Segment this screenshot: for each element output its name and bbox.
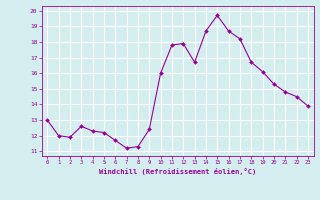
X-axis label: Windchill (Refroidissement éolien,°C): Windchill (Refroidissement éolien,°C): [99, 168, 256, 175]
